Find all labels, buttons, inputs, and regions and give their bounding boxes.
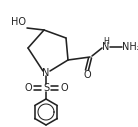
Text: H: H — [103, 36, 109, 45]
Text: NH₂: NH₂ — [122, 42, 138, 52]
Text: N: N — [102, 42, 110, 52]
Text: O: O — [60, 83, 68, 93]
Text: S: S — [43, 83, 49, 93]
Text: N: N — [42, 68, 50, 78]
Text: O: O — [83, 70, 91, 80]
Text: O: O — [24, 83, 32, 93]
Text: HO: HO — [11, 17, 26, 27]
